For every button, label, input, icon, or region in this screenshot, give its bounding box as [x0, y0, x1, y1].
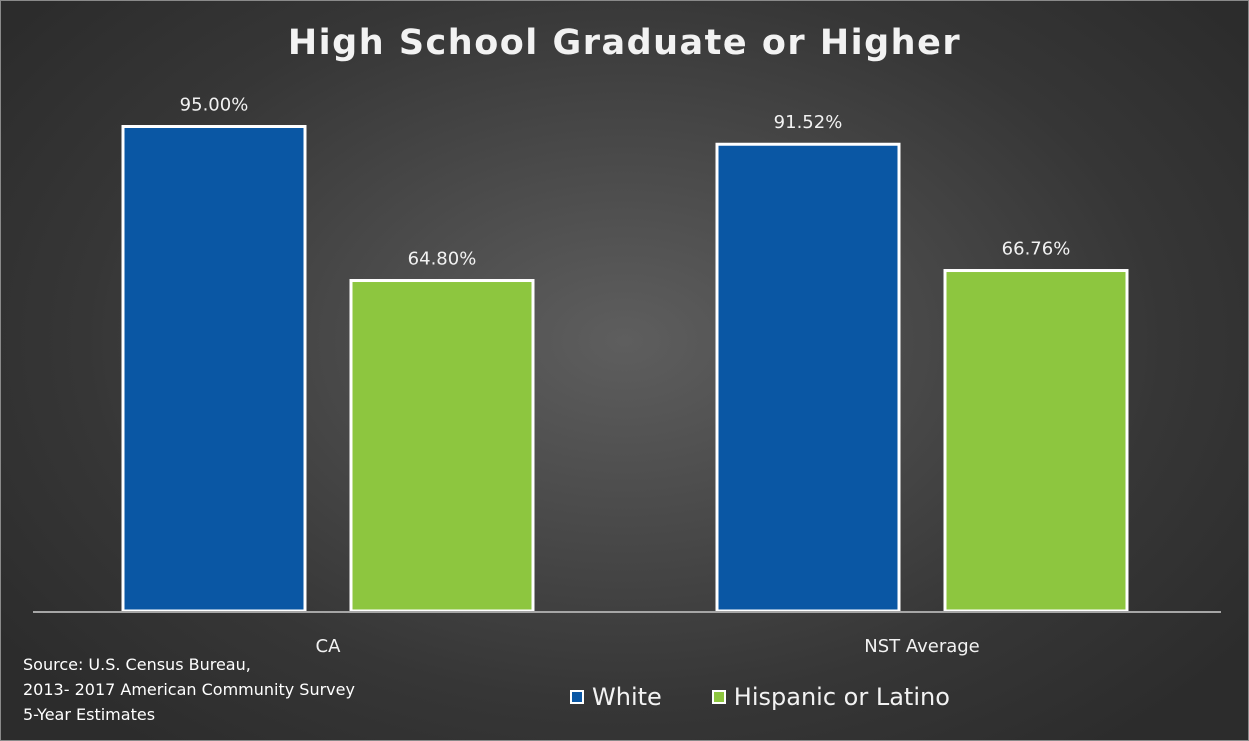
x-tick-label-ca: CA — [316, 636, 342, 657]
legend: White Hispanic or Latino — [570, 681, 1000, 713]
source-note: Source: U.S. Census Bureau, 2013- 2017 A… — [23, 652, 355, 727]
data-label-hispanic-ca: 64.80% — [408, 249, 477, 270]
x-tick-label-nst-average: NST Average — [864, 636, 980, 657]
legend-label-hispanic: Hispanic or Latino — [733, 683, 950, 711]
chart-title: High School Graduate or Higher — [287, 23, 962, 63]
source-line-2: 2013- 2017 American Community Survey — [23, 680, 355, 699]
data-label-white-nst-average: 91.52% — [774, 112, 843, 133]
bar-white-nst-average — [715, 142, 901, 613]
data-label-hispanic-nst-average: 66.76% — [1002, 239, 1071, 260]
bar-hispanic-nst-average — [943, 269, 1129, 613]
source-line-1: Source: U.S. Census Bureau, — [23, 655, 251, 674]
legend-swatch-white — [570, 690, 584, 704]
data-label-white-ca: 95.00% — [180, 95, 249, 116]
legend-item-hispanic: Hispanic or Latino — [711, 683, 950, 711]
legend-item-white: White — [570, 683, 662, 711]
legend-swatch-hispanic — [711, 690, 726, 704]
bar-hispanic-ca — [349, 279, 535, 613]
source-line-3: 5-Year Estimates — [23, 705, 156, 724]
bar-white-ca — [121, 125, 307, 613]
legend-label-white: White — [592, 683, 662, 711]
